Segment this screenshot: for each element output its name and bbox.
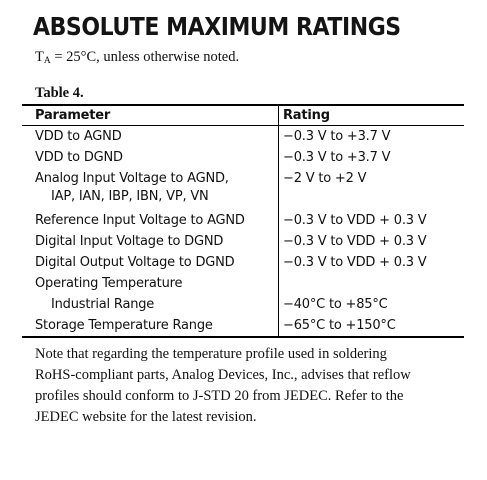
ratings-table-container: Parameter Rating VDD to AGND −0.3 V to +…	[22, 104, 464, 338]
parameter-cell: VDD to DGND	[22, 146, 279, 168]
parameter-cell: VDD to AGND	[22, 125, 279, 147]
section-heading: ABSOLUTE MAXIMUM RATINGS	[33, 12, 401, 41]
rating-cell: −40°C to +85°C	[283, 296, 388, 312]
parameter-cell: Digital Input Voltage to DGND	[22, 230, 279, 252]
temperature-symbol: T	[35, 49, 44, 65]
rating-cell: −0.3 V to VDD + 0.3 V	[283, 212, 427, 228]
parameter-cell: Storage Temperature Range	[22, 314, 279, 336]
conditions-text: = 25°C, unless otherwise noted.	[50, 49, 240, 65]
soldering-note: Note that regarding the temperature prof…	[35, 344, 455, 428]
table-row: Storage Temperature Range −65°C to +150°…	[22, 314, 464, 336]
parameter-line-2: IAP, IAN, IBP, IBN, VP, VN	[51, 188, 209, 204]
parameter-cell: Operating Temperature	[22, 272, 279, 294]
table-row: Industrial Range −40°C to +85°C	[22, 293, 464, 315]
note-line: JEDEC website for the latest revision.	[35, 409, 257, 425]
table-caption: Table 4.	[35, 85, 84, 101]
table-row: Reference Input Voltage to AGND −0.3 V t…	[22, 209, 464, 231]
table-row: VDD to AGND −0.3 V to +3.7 V	[22, 125, 464, 147]
rating-cell: −0.3 V to +3.7 V	[283, 129, 391, 144]
table-row: Digital Input Voltage to DGND −0.3 V to …	[22, 230, 464, 252]
table-row: VDD to DGND −0.3 V to +3.7 V	[22, 146, 464, 168]
table-row: Operating Temperature	[22, 272, 465, 294]
rating-cell: −2 V to +2 V	[283, 170, 367, 186]
header-rating: Rating	[278, 106, 464, 126]
header-parameter: Parameter	[22, 106, 279, 126]
rating-cell: −0.3 V to VDD + 0.3 V	[283, 233, 427, 249]
rating-cell: −0.3 V to +3.7 V	[283, 149, 391, 165]
parameter-cell: Reference Input Voltage to AGND	[22, 209, 279, 231]
table-header-row: Parameter Rating	[22, 106, 464, 126]
rating-cell: −0.3 V to VDD + 0.3 V	[283, 254, 427, 270]
parameter-cell: Industrial Range	[22, 293, 279, 315]
note-line: RoHS-compliant parts, Analog Devices, In…	[35, 367, 411, 383]
note-line: Note that regarding the temperature prof…	[35, 346, 387, 362]
parameter-cell: Analog Input Voltage to AGND, IAP, IAN, …	[22, 167, 279, 210]
rating-cell: −65°C to +150°C	[283, 317, 396, 333]
ratings-table: Parameter Rating VDD to AGND −0.3 V to +…	[22, 106, 464, 336]
rating-cell	[279, 273, 465, 294]
table-row: Analog Input Voltage to AGND, IAP, IAN, …	[22, 167, 464, 210]
parameter-cell: Digital Output Voltage to DGND	[22, 251, 279, 273]
test-conditions: TA = 25°C, unless otherwise noted.	[35, 49, 239, 66]
note-line: profiles should conform to J-STD 20 from…	[35, 388, 404, 404]
table-row: Digital Output Voltage to DGND −0.3 V to…	[22, 251, 464, 273]
temperature-subscript: A	[43, 56, 51, 66]
parameter-line-1: Analog Input Voltage to AGND,	[35, 170, 229, 186]
